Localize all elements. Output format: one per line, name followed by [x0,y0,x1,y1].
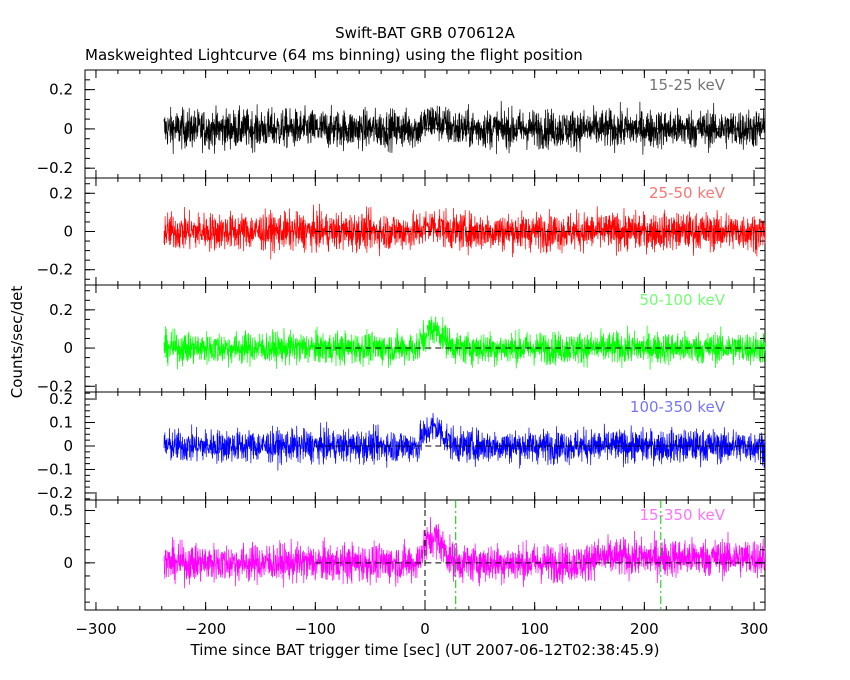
y-tick-label: −0.2 [37,484,73,502]
series-3-trace [163,316,766,370]
y-tick-label: 0 [63,223,73,241]
x-tick-label: −300 [75,620,116,638]
y-tick-label: −0.1 [37,460,73,478]
panel-5: 15-350 keV 0 0.5 [49,499,766,611]
x-tick-label: 300 [740,620,769,638]
x-tick-label: 0 [420,620,430,638]
panel-3: 50-100 keV −0.2 0 0.2 [37,284,766,395]
y-tick-label: −0.2 [37,159,73,177]
y-tick-label: 0 [63,120,73,138]
series-5-trace [163,516,766,589]
y-tick-label: 0.2 [49,184,73,202]
x-axis-label: Time since BAT trigger time [sec] (UT 20… [190,641,660,659]
y-tick-label: −0.2 [37,377,73,395]
y-tick-label: −0.2 [37,261,73,279]
series-2-label: 25-50 keV [649,184,726,202]
series-1-label: 15-25 keV [649,76,726,94]
panel-2: 25-50 keV −0.2 0 0.2 [37,177,766,286]
x-tick-label: 200 [630,620,659,638]
y-tick-label: 0.5 [49,501,73,519]
x-tick-label: −100 [295,620,336,638]
series-4-label: 100-350 keV [630,398,726,416]
panels-group: 15-25 keV−0.200.225-50 keV−0.200.250-100… [37,69,769,638]
y-tick-label: 0.2 [49,301,73,319]
x-tick-label: −200 [185,620,226,638]
series-5-label: 15-350 keV [639,506,725,524]
series-2-trace [163,203,766,260]
y-tick-label: 0 [63,437,73,455]
y-tick-label: 0.2 [49,81,73,99]
y-tick-label: 0 [63,339,73,357]
y-tick-label: 0 [63,554,73,572]
chart-subtitle: Maskweighted Lightcurve (64 ms binning) … [85,46,583,64]
series-3-label: 50-100 keV [639,291,725,309]
y-axis-label: Counts/sec/det [8,286,26,399]
y-tick-label: 0.2 [49,390,73,408]
panel-1: 15-25 keV −0.2 0 0.2 [37,69,766,179]
series-1-trace [163,100,766,155]
y-tick-label: 0.1 [49,414,73,432]
series-4-trace [163,412,766,471]
chart-title: Swift-BAT GRB 070612A [335,24,515,42]
x-tick-label: 100 [520,620,549,638]
panel-4: 100-350 keV −0.2 −0.1 0 0.1 0.2 [37,390,766,502]
